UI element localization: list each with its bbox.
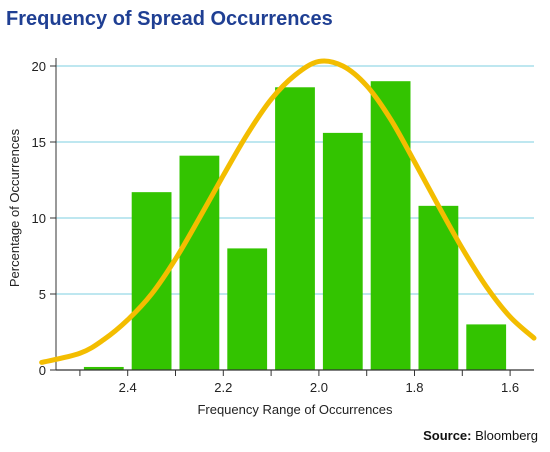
x-tick-label: 1.6 <box>501 380 519 395</box>
x-tick-labels: 2.4 2.2 2.0 1.8 1.6 <box>119 380 519 395</box>
y-tick-label: 0 <box>39 363 46 378</box>
x-tick-label: 2.2 <box>214 380 232 395</box>
bar <box>179 155 220 370</box>
distribution-curve <box>39 58 537 365</box>
curve-layer <box>39 58 537 365</box>
axes <box>50 58 534 376</box>
bar <box>322 132 363 370</box>
bar <box>227 248 268 370</box>
y-tick-label: 5 <box>39 287 46 302</box>
y-axis-title: Percentage of Occurrences <box>7 128 22 287</box>
chart-title: Frequency of Spread Occurrences <box>6 8 333 30</box>
x-tick-label: 2.4 <box>119 380 137 395</box>
source-label: Source: <box>423 428 472 443</box>
x-tick-label: 1.8 <box>405 380 423 395</box>
source-note: Source: Bloomberg <box>423 428 538 443</box>
y-tick-label: 20 <box>32 59 46 74</box>
bar <box>131 192 172 370</box>
y-tick-labels: 0 5 10 15 20 <box>32 59 46 378</box>
y-tick-label: 10 <box>32 211 46 226</box>
x-tick-label: 2.0 <box>310 380 328 395</box>
bars <box>83 81 507 370</box>
source-value: Bloomberg <box>475 428 538 443</box>
x-axis-title: Frequency Range of Occurrences <box>197 402 393 417</box>
y-tick-label: 15 <box>32 135 46 150</box>
bar <box>466 324 507 370</box>
bar <box>370 81 411 370</box>
bar <box>83 366 124 370</box>
bar <box>275 87 315 370</box>
